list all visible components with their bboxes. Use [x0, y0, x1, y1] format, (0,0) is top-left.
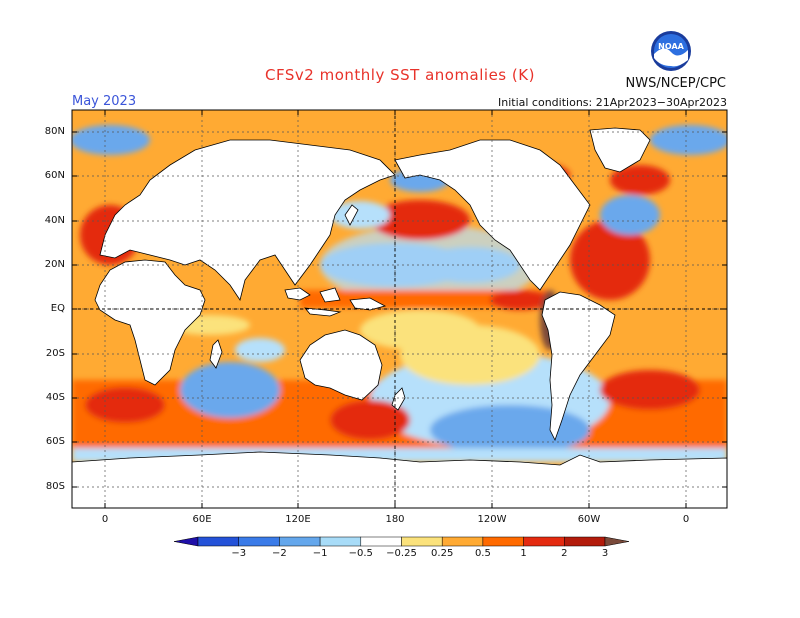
colorbar-label: 0.25 — [431, 548, 454, 559]
colorbar-box — [197, 536, 239, 547]
anomaly-ind-cold — [180, 362, 280, 418]
land-australia — [299, 329, 383, 401]
colorbar-box — [238, 536, 280, 547]
land-borneo — [319, 287, 341, 303]
colorbar-label: −2 — [272, 548, 287, 559]
lat-label: 40N — [44, 215, 65, 226]
colorbar-label: 0.5 — [474, 548, 491, 559]
lon-label: 120W — [477, 514, 507, 525]
land-antarctica — [72, 451, 727, 508]
colorbar-arrow-high — [604, 536, 630, 547]
anomaly-satl-hot — [600, 370, 700, 410]
lon-label: 0 — [101, 514, 109, 525]
colorbar-box — [279, 536, 321, 547]
lon-label: 180 — [385, 514, 405, 525]
colorbar-arrow-low — [173, 536, 199, 547]
lon-label: 120E — [285, 514, 311, 525]
land-java — [304, 307, 342, 317]
lon-label: 60W — [577, 514, 601, 525]
anomaly-npac-cool — [320, 225, 540, 305]
map-gridlines — [72, 110, 727, 508]
axis-ticks — [72, 110, 727, 508]
colorbar-label: 2 — [561, 548, 568, 559]
anomaly-tasman-hot — [330, 400, 410, 440]
logo-text: NOAA — [658, 42, 684, 51]
colorbar-label: −3 — [231, 548, 247, 559]
lon-label: 60E — [192, 514, 212, 525]
colorbar-box — [441, 536, 484, 547]
land-japan — [344, 204, 359, 226]
land-southamerica — [541, 291, 616, 442]
credit-label: NWS/NCEP/CPC — [625, 76, 726, 91]
colorbar — [173, 536, 630, 547]
lat-label: 60S — [45, 436, 65, 447]
noaa-logo: NOAA — [651, 31, 691, 71]
colorbar-label: −1 — [312, 548, 328, 559]
anomaly-kuroshio-cool — [330, 201, 390, 229]
land-eurasia — [99, 139, 396, 301]
land-newguinea — [349, 297, 387, 311]
anomaly-spac-cold — [430, 405, 590, 455]
anomaly-eq-hot — [490, 290, 550, 310]
land-greenland — [589, 127, 651, 173]
colorbar-box — [401, 536, 443, 547]
lat-label: 80N — [44, 126, 65, 137]
colorbar-box — [523, 536, 565, 547]
colorbar-label: 3 — [601, 548, 609, 559]
anomaly-natl-cold — [600, 195, 660, 235]
land-northamerica — [394, 139, 591, 291]
lat-label: 20N — [44, 259, 65, 270]
lat-label: 60N — [44, 170, 65, 181]
anomaly-sind-hot — [85, 387, 165, 423]
lat-label: 20S — [45, 348, 65, 359]
land-madagascar — [209, 339, 223, 369]
anomaly-arctic-cold1 — [72, 125, 150, 155]
colorbar-label: −0.25 — [386, 548, 417, 559]
land-sumatra — [284, 287, 311, 301]
anomaly-ind-cool — [235, 338, 285, 362]
colorbar-box — [482, 536, 524, 547]
lon-label: 0 — [682, 514, 690, 525]
anomaly-natl-hot — [570, 220, 650, 300]
lat-label: 40S — [45, 392, 65, 403]
anomaly-natl-hot2 — [610, 165, 670, 195]
colorbar-label: 1 — [520, 548, 527, 559]
colorbar-box — [360, 536, 402, 547]
lat-label: EQ — [50, 303, 65, 314]
chart-title: CFSv2 monthly SST anomalies (K) — [265, 66, 535, 84]
initial-conditions: Initial conditions: 21Apr2023−30Apr2023 — [498, 96, 727, 109]
colorbar-box — [564, 536, 606, 547]
colorbar-label: −0.5 — [348, 548, 373, 559]
colorbar-box — [319, 536, 362, 547]
lat-label: 80S — [45, 481, 65, 492]
forecast-month: May 2023 — [72, 94, 137, 109]
anomaly-cpac-light — [360, 310, 480, 350]
land-africa — [94, 259, 206, 386]
land-masses — [72, 127, 727, 508]
anomaly-arctic-cold2 — [650, 125, 727, 155]
